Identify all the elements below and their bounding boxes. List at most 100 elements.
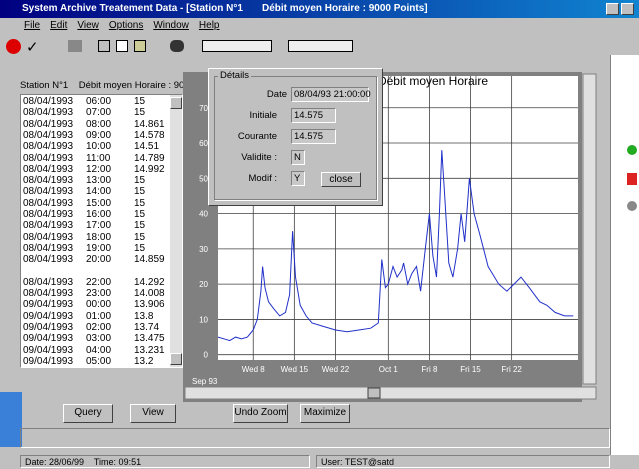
x-tick-label: Oct 1 [379,365,399,374]
row-date: 08/04/1993 [23,153,73,164]
paste-icon[interactable] [134,40,146,52]
status-line [20,428,610,448]
page: System Archive Treatement Data - [Statio… [0,0,639,469]
row-value: 15 [134,175,145,186]
details-title: Détails [218,70,251,81]
row-time: 15:00 [86,198,111,209]
nav-icons[interactable] [288,40,353,52]
row-time: 17:00 [86,220,111,231]
button[interactable]: Maximize [300,404,350,423]
row-value: 14.008 [134,288,165,299]
menu-item[interactable]: File [24,20,40,31]
row-value: 15 [134,186,145,197]
row-value: 14.575 [134,266,165,277]
row-value: 14.578 [134,130,165,141]
find-icon[interactable] [170,40,184,52]
row-value: 15 [134,243,145,254]
y-tick-label: 20 [199,280,208,289]
button[interactable]: Query [63,404,113,423]
h-thumb[interactable] [368,388,380,398]
row-value: 13.74 [134,322,159,333]
row-value: 14.51 [134,141,159,152]
minimize[interactable] [606,3,619,15]
menu-item[interactable]: View [77,20,99,31]
row-date: 08/04/1993 [23,288,73,299]
row-date: 08/04/1993 [23,198,73,209]
menu-item[interactable]: Edit [50,20,67,31]
status-bar: Date: 28/06/99 Time: 09:51 User: TEST@sa… [0,454,639,469]
row-time: 12:00 [86,164,111,175]
y-tick-label: 0 [204,351,209,360]
row-value: 14.861 [134,119,165,130]
cut-icon[interactable] [98,40,110,52]
y-tick-label: 40 [199,210,208,219]
check-icon[interactable]: ✓ [26,38,40,54]
button[interactable]: View [130,404,176,423]
field-value: 14.575 [291,129,336,144]
row-value: 13.475 [134,333,165,344]
menu-item[interactable]: Window [153,20,189,31]
list-scrollbar[interactable] [170,95,182,367]
row-time: 04:00 [86,345,111,356]
row-date: 08/04/1993 [23,266,73,277]
copy-icon[interactable] [116,40,128,52]
scroll-arrow[interactable] [170,353,182,365]
stop-icon[interactable] [6,39,21,54]
row-time: 06:00 [86,96,111,107]
row-time: 22:00 [86,277,111,288]
field-label: Courante [238,131,277,142]
window-title-detail: Débit moyen Horaire : 9000 Points] [262,0,428,18]
list-box: 08/04/199306:001508/04/199307:001508/04/… [20,94,183,368]
row-value: 15 [134,232,145,243]
h-scrollbar [185,387,596,399]
x-tick-label: Wed 15 [281,365,309,374]
row-date: 08/04/1993 [23,277,73,288]
print-icon[interactable] [68,40,82,52]
row-value: 13.231 [134,345,165,356]
tool-icons[interactable] [202,40,272,52]
row-time: 01:00 [86,311,111,322]
row-date: 08/04/1993 [23,96,73,107]
row-value: 14.292 [134,277,165,288]
field-value: N [291,150,305,165]
row-time: 02:00 [86,322,111,333]
row-time: 19:00 [86,243,111,254]
row-value: 15 [134,220,145,231]
button-bar: Query View Undo Zoom Maximize [0,404,600,424]
row-date: 09/04/1993 [23,345,73,356]
status-left: Date: 28/06/99 Time: 09:51 [20,455,310,468]
status-time: Time: 09:51 [94,457,141,467]
row-date: 08/04/1993 [23,209,73,220]
row-date: 09/04/1993 [23,356,73,367]
row-value: 15 [134,107,145,118]
x-tick-label: Fri 15 [460,365,481,374]
x-tick-label: Fri 22 [501,365,522,374]
row-date: 09/04/1993 [23,322,73,333]
x-tick-label: Wed 8 [242,365,266,374]
menu-item[interactable]: Help [199,20,220,31]
icon [627,173,637,185]
row-time: 18:00 [86,232,111,243]
side-panel [610,55,639,455]
y-tick-label: 10 [199,315,208,324]
scroll-thumb[interactable] [170,97,182,109]
title-bar: System Archive Treatement Data - [Statio… [0,0,639,18]
row-time: 05:00 [86,356,111,367]
row-value: 14.789 [134,153,165,164]
row-time: 23:00 [86,288,111,299]
row-time: 00:00 [86,299,111,310]
row-date: 08/04/1993 [23,254,73,265]
field-value: Y [291,171,305,186]
maximize[interactable] [621,3,634,15]
close-button[interactable]: close [321,172,361,187]
row-value: 13.906 [134,299,165,310]
row-date: 08/04/1993 [23,243,73,254]
row-time: 13:00 [86,175,111,186]
row-time: 09:00 [86,130,111,141]
toolbar: ✓ [0,34,600,60]
menu-item[interactable]: Options [109,20,143,31]
button[interactable]: Undo Zoom [233,404,288,423]
status-right: User: TEST@satd [316,455,610,468]
